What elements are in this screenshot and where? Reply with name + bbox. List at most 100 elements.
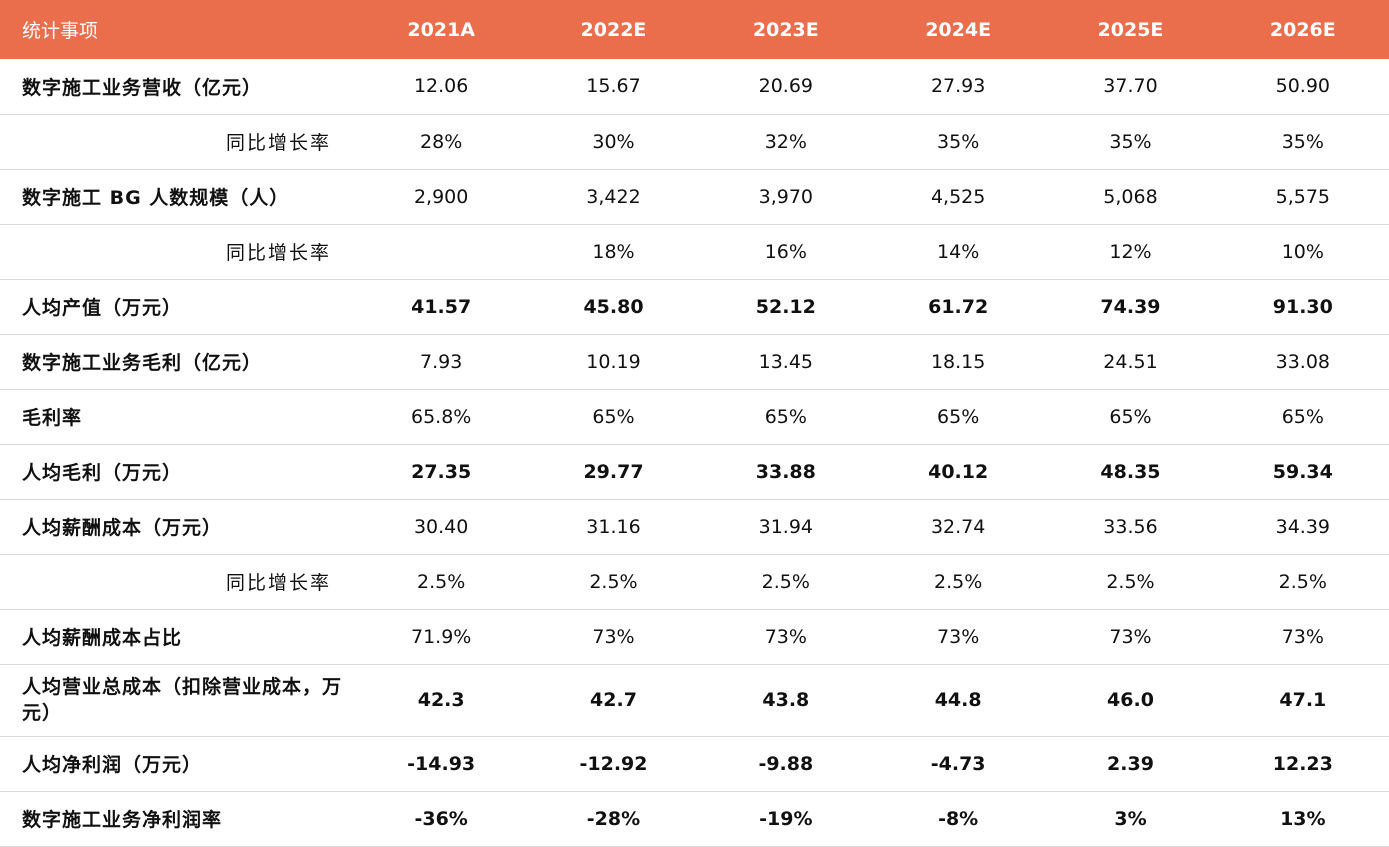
table-cell: 2.5% xyxy=(1044,554,1217,610)
table-cell: 35% xyxy=(1044,114,1217,170)
table-cell: 73% xyxy=(871,609,1045,665)
table-cell: 2.5% xyxy=(527,554,700,610)
table-cell: 40.12 xyxy=(871,444,1045,500)
table-cell: 12.23 xyxy=(1216,736,1389,792)
table-row: 人均毛利（万元） 27.35 29.77 33.88 40.12 48.35 5… xyxy=(0,444,1389,500)
table-cell: 34.39 xyxy=(1216,499,1389,555)
table-cell: 5,575 xyxy=(1216,169,1389,225)
table-cell: 3% xyxy=(1044,791,1217,847)
table-cell: 16% xyxy=(699,224,872,280)
table-cell: -19% xyxy=(699,791,872,847)
table-cell: 3,970 xyxy=(699,169,872,225)
row-label: 数字施工业务营收（亿元） xyxy=(0,59,355,115)
table-cell: -9.88 xyxy=(699,736,872,792)
table-cell: 42.7 xyxy=(527,664,700,737)
table-cell: 73% xyxy=(1216,609,1389,665)
table-cell: 61.72 xyxy=(871,279,1045,335)
table-cell: 33.08 xyxy=(1216,334,1389,390)
table-row: 数字施工业务营收（亿元） 12.06 15.67 20.69 27.93 37.… xyxy=(0,59,1389,115)
table-cell: 12% xyxy=(1044,224,1217,280)
table-cell: -8% xyxy=(871,791,1045,847)
table-cell: 2,900 xyxy=(355,169,528,225)
table-cell: 32% xyxy=(699,114,872,170)
row-label: 同比增长率 xyxy=(0,114,355,170)
row-label: 同比增长率 xyxy=(0,554,355,610)
table-row: 人均薪酬成本（万元） 30.40 31.16 31.94 32.74 33.56… xyxy=(0,499,1389,555)
header-year-2025e: 2025E xyxy=(1044,0,1217,59)
table-cell: 42.3 xyxy=(355,664,528,737)
header-year-2026e: 2026E xyxy=(1216,0,1389,59)
table-cell: 44.8 xyxy=(871,664,1045,737)
table-cell: 18% xyxy=(527,224,700,280)
table-cell: -28% xyxy=(527,791,700,847)
table-cell: 35% xyxy=(1216,114,1389,170)
table-cell: 43.8 xyxy=(699,664,872,737)
table-cell: 12.06 xyxy=(355,59,528,115)
table-cell: 30% xyxy=(527,114,700,170)
table-cell: 65% xyxy=(1044,389,1217,445)
row-label: 数字施工业务净利润率 xyxy=(0,791,355,847)
table-row: 数字施工 BG 人数规模（人） 2,900 3,422 3,970 4,525 … xyxy=(0,169,1389,225)
table-row: 人均产值（万元） 41.57 45.80 52.12 61.72 74.39 9… xyxy=(0,279,1389,335)
table-cell: 65.8% xyxy=(355,389,528,445)
table-cell: 74.39 xyxy=(1044,279,1217,335)
table-cell: 73% xyxy=(699,609,872,665)
table-cell: 2.39 xyxy=(1044,736,1217,792)
table-cell: 13% xyxy=(1216,791,1389,847)
table-cell: 35% xyxy=(871,114,1045,170)
table-cell: 91.30 xyxy=(1216,279,1389,335)
header-year-2024e: 2024E xyxy=(871,0,1045,59)
table-cell: 31.94 xyxy=(699,499,872,555)
table-cell: 18.15 xyxy=(871,334,1045,390)
row-label: 人均营业总成本（扣除营业成本，万元） xyxy=(0,664,355,737)
table-cell: 27.35 xyxy=(355,444,528,500)
table-cell: 65% xyxy=(871,389,1045,445)
table-cell xyxy=(355,224,528,280)
row-label: 数字施工 BG 人数规模（人） xyxy=(0,169,355,225)
row-label: 毛利率 xyxy=(0,389,355,445)
table-cell: 47.1 xyxy=(1216,664,1389,737)
table-cell: 4,525 xyxy=(871,169,1045,225)
table-cell: 32.74 xyxy=(871,499,1045,555)
row-label: 数字施工业务毛利（亿元） xyxy=(0,334,355,390)
table-row: 人均薪酬成本占比 71.9% 73% 73% 73% 73% 73% xyxy=(0,609,1389,665)
table-row: 数字施工业务净利润率 -36% -28% -19% -8% 3% 13% xyxy=(0,791,1389,847)
header-item: 统计事项 xyxy=(0,0,355,59)
row-label: 人均净利润（万元） xyxy=(0,736,355,792)
table-cell: 50.90 xyxy=(1216,59,1389,115)
header-year-2022e: 2022E xyxy=(527,0,700,59)
table-cell: 31.16 xyxy=(527,499,700,555)
table-cell: 14% xyxy=(871,224,1045,280)
table-cell: 2.5% xyxy=(699,554,872,610)
header-year-2021a: 2021A xyxy=(355,0,528,59)
table-cell: 15.67 xyxy=(527,59,700,115)
table-cell: 46.0 xyxy=(1044,664,1217,737)
table-cell: 5,068 xyxy=(1044,169,1217,225)
table-cell: 65% xyxy=(527,389,700,445)
header-row: 统计事项 2021A 2022E 2023E 2024E 2025E 2026E xyxy=(0,0,1389,59)
table-cell: 28% xyxy=(355,114,528,170)
table-row: 人均净利润（万元） -14.93 -12.92 -9.88 -4.73 2.39… xyxy=(0,736,1389,792)
row-label: 同比增长率 xyxy=(0,224,355,280)
table-cell: 52.12 xyxy=(699,279,872,335)
table-cell: 2.5% xyxy=(1216,554,1389,610)
table-row: 毛利率 65.8% 65% 65% 65% 65% 65% xyxy=(0,389,1389,445)
table-cell: 33.56 xyxy=(1044,499,1217,555)
table-cell: -14.93 xyxy=(355,736,528,792)
row-label: 人均产值（万元） xyxy=(0,279,355,335)
table-cell: 73% xyxy=(527,609,700,665)
table-cell: 29.77 xyxy=(527,444,700,500)
row-label: 人均薪酬成本（万元） xyxy=(0,499,355,555)
table-cell: -36% xyxy=(355,791,528,847)
table-cell: 73% xyxy=(1044,609,1217,665)
row-label: 人均薪酬成本占比 xyxy=(0,609,355,665)
table-cell: 24.51 xyxy=(1044,334,1217,390)
table-cell: 13.45 xyxy=(699,334,872,390)
row-label: 人均毛利（万元） xyxy=(0,444,355,500)
table-cell: -12.92 xyxy=(527,736,700,792)
table-row: 同比增长率 28% 30% 32% 35% 35% 35% xyxy=(0,114,1389,170)
table-cell: 3,422 xyxy=(527,169,700,225)
table-row: 数字施工业务毛利（亿元） 7.93 10.19 13.45 18.15 24.5… xyxy=(0,334,1389,390)
table-cell: 10% xyxy=(1216,224,1389,280)
